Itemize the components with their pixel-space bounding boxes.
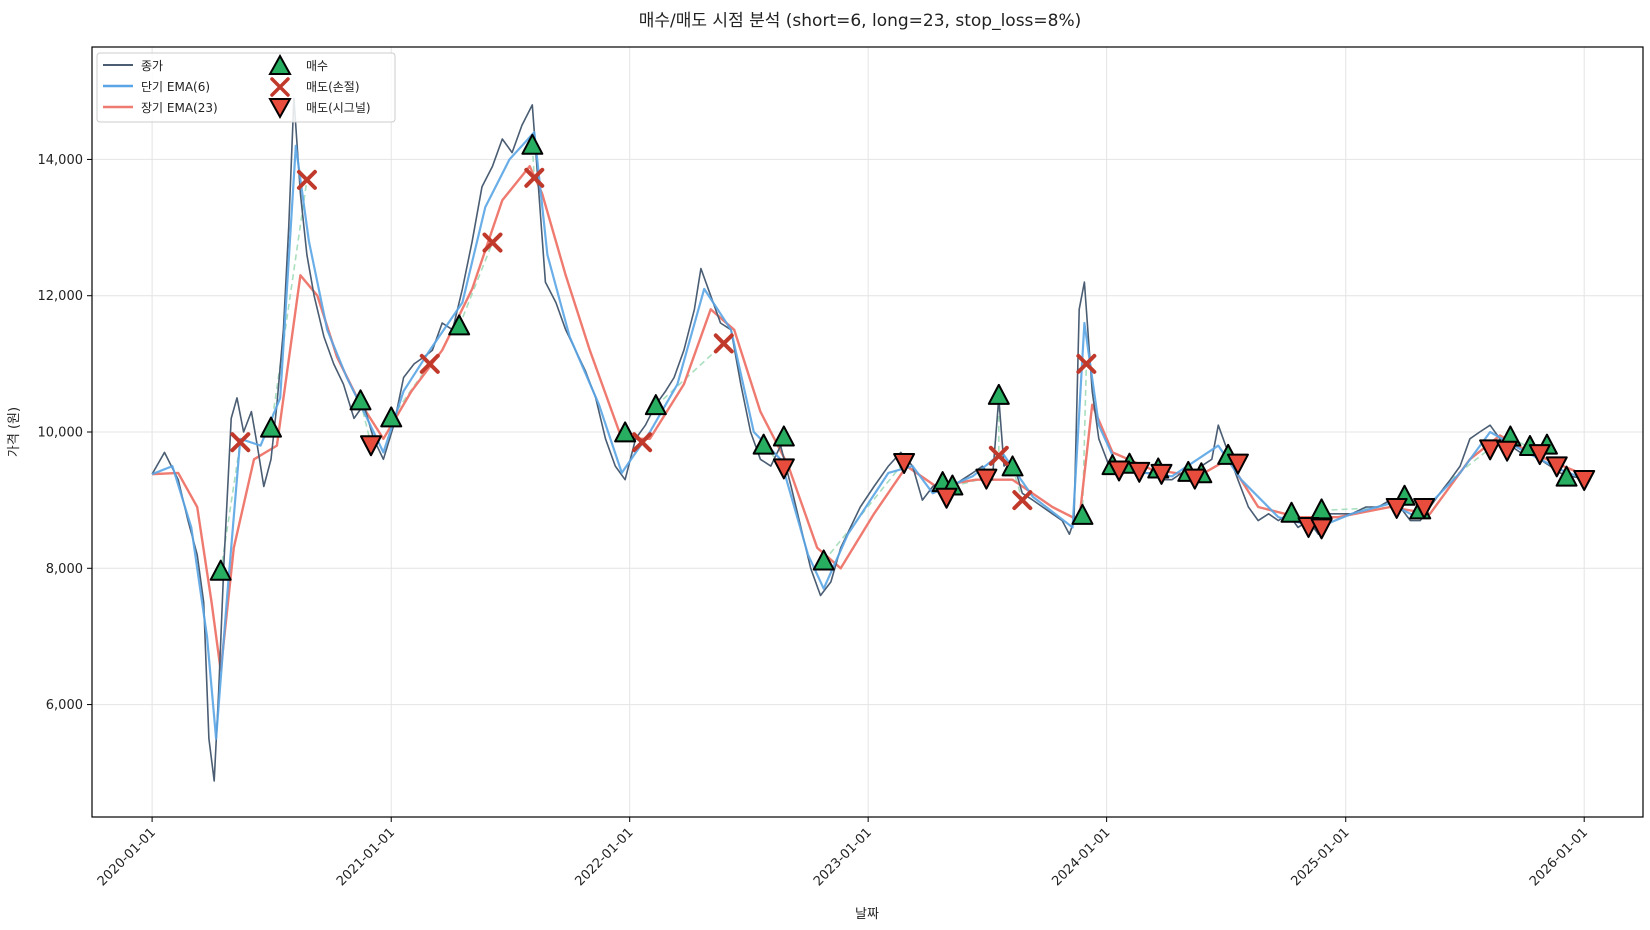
legend: 종가 단기 EMA(6) 장기 EMA(23) 매수 매도(손절) 매도(시그널… bbox=[96, 52, 396, 123]
buy-marker bbox=[1071, 503, 1094, 525]
stop-loss-stroke bbox=[419, 353, 440, 374]
legend-ema-long-label: 장기 EMA(23) bbox=[141, 101, 218, 115]
buy-marker bbox=[1310, 498, 1333, 520]
stop-loss-stroke bbox=[1076, 353, 1097, 374]
legend-signal-label: 매도(시그널) bbox=[306, 101, 371, 115]
stop-loss-marker bbox=[988, 445, 1009, 466]
buy-marker bbox=[1001, 455, 1024, 477]
buy-marker bbox=[521, 133, 544, 155]
trade-link bbox=[458, 242, 494, 327]
stop-loss-stroke bbox=[988, 445, 1009, 466]
y-tick-label: 12,000 bbox=[38, 289, 84, 304]
markers bbox=[209, 133, 1596, 581]
buy-marker bbox=[448, 314, 471, 336]
buy-marker bbox=[1555, 465, 1578, 487]
stop-loss-marker bbox=[524, 167, 545, 188]
stop-loss-marker bbox=[632, 432, 653, 453]
stop-loss-stroke bbox=[1012, 490, 1033, 511]
sell-signal-marker bbox=[1108, 460, 1131, 482]
stop-loss-marker bbox=[482, 232, 503, 253]
plot-frame bbox=[91, 46, 1644, 818]
y-axis-ticks: 6,000 8,000 10,000 12,000 14,000 bbox=[38, 153, 92, 713]
buy-marker bbox=[209, 559, 232, 581]
legend-stop-label: 매도(손절) bbox=[306, 80, 360, 94]
buy-marker bbox=[752, 433, 775, 455]
sell-signal-marker bbox=[772, 458, 795, 480]
x-axis-title: 날짜 bbox=[855, 907, 879, 922]
grid bbox=[92, 47, 1643, 817]
sell-signal-marker bbox=[1545, 456, 1568, 478]
legend-close-label: 종가 bbox=[141, 59, 163, 73]
y-tick-label: 10,000 bbox=[38, 426, 84, 441]
sell-signal-marker bbox=[893, 452, 916, 474]
y-axis-title: 가격 (원) bbox=[7, 407, 22, 457]
sell-signal-marker bbox=[1413, 497, 1436, 519]
ema-short-line bbox=[151, 131, 1580, 740]
sell-signal-marker bbox=[1479, 439, 1502, 461]
buy-marker bbox=[380, 406, 403, 428]
y-tick-label: 6,000 bbox=[46, 698, 83, 713]
series-lines bbox=[151, 97, 1581, 782]
stop-loss-marker bbox=[419, 353, 440, 374]
y-tick-label: 8,000 bbox=[46, 562, 83, 577]
stop-loss-stroke bbox=[524, 167, 545, 188]
stop-loss-marker bbox=[1012, 490, 1033, 511]
trade-link bbox=[270, 179, 308, 429]
buy-marker bbox=[614, 421, 637, 443]
sell-signal-marker bbox=[1226, 453, 1249, 475]
stop-loss-marker bbox=[296, 169, 317, 190]
legend-stop-icon bbox=[270, 77, 290, 97]
stop-loss-stroke bbox=[230, 432, 251, 453]
stop-loss-stroke bbox=[713, 333, 734, 354]
legend-ema-short-label: 단기 EMA(6) bbox=[141, 80, 210, 94]
sell-signal-marker bbox=[1310, 518, 1333, 540]
stop-loss-marker bbox=[230, 432, 251, 453]
sell-signal-marker bbox=[1573, 470, 1596, 492]
buy-marker bbox=[772, 425, 795, 447]
sell-signal-marker bbox=[1496, 440, 1519, 462]
sell-signal-marker bbox=[935, 487, 958, 509]
trade-link bbox=[1449, 447, 1491, 481]
sell-signal-marker bbox=[1128, 461, 1151, 483]
sell-signal-marker bbox=[1385, 497, 1408, 519]
trade-link bbox=[655, 342, 725, 407]
chart-title: 매수/매도 시점 분석 (short=6, long=23, stop_loss… bbox=[639, 11, 1082, 31]
stop-loss-marker bbox=[713, 333, 734, 354]
legend-buy-icon bbox=[268, 53, 292, 75]
sell-signal-marker bbox=[1183, 468, 1206, 490]
legend-signal-icon bbox=[268, 98, 292, 120]
buy-marker bbox=[812, 549, 835, 571]
sell-signal-marker bbox=[359, 435, 382, 457]
buy-marker bbox=[987, 383, 1010, 405]
sell-signal-marker bbox=[975, 468, 998, 490]
buy-marker bbox=[644, 394, 667, 416]
stop-loss-stroke bbox=[482, 232, 503, 253]
buy-marker bbox=[349, 389, 372, 411]
legend-box bbox=[96, 52, 396, 123]
buy-marker bbox=[260, 416, 283, 438]
stop-loss-stroke bbox=[296, 169, 317, 190]
stop-loss-marker bbox=[1076, 353, 1097, 374]
trade-link bbox=[359, 401, 372, 445]
sell-signal-marker bbox=[1528, 444, 1551, 466]
stop-loss-stroke bbox=[632, 432, 653, 453]
ema-long-line bbox=[152, 164, 1581, 672]
y-tick-label: 14,000 bbox=[38, 153, 84, 168]
close-price-line bbox=[151, 97, 1580, 782]
sell-signal-marker bbox=[1150, 463, 1173, 485]
legend-buy-label: 매수 bbox=[306, 59, 328, 73]
buy-marker bbox=[1280, 501, 1303, 523]
